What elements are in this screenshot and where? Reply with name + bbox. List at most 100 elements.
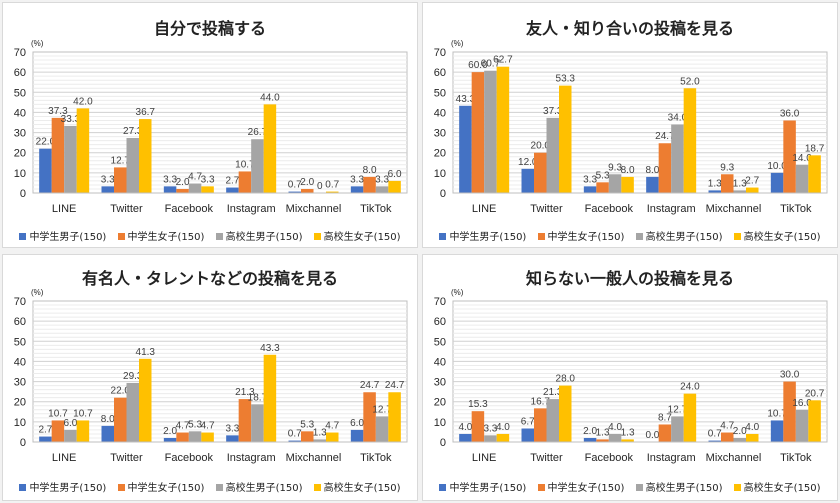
data-label: 3.3 [163, 174, 177, 185]
legend-item: 中学生女子(150) [537, 479, 625, 494]
data-label: 2.7 [745, 176, 759, 187]
legend-item: 中学生男子(150) [19, 479, 106, 494]
bar [101, 425, 114, 442]
bar [683, 88, 697, 193]
y-tick-label: 20 [434, 148, 446, 160]
bar [596, 439, 609, 442]
legend-label: 中学生女子(150) [547, 483, 625, 494]
legend-swatch [313, 233, 321, 240]
data-label: 36.0 [780, 108, 800, 119]
bar [188, 431, 202, 442]
chart-panel-celebrity-posts: 有名人・タレントなどの投稿を見る 0 10 20 30 40 50 60 70 (%) 2.7 10… [2, 254, 418, 501]
y-tick-label: 40 [434, 107, 446, 119]
bar [263, 354, 277, 442]
chart-legend: 中学生男子(150) 中学生女子(150) 高校生男子(150) 高校生女子(1… [423, 479, 837, 494]
bar [534, 408, 547, 442]
y-tick-label: 70 [434, 296, 446, 308]
bar [621, 439, 634, 442]
data-label: 22.0 [36, 137, 56, 148]
legend-label: 中学生男子(150) [449, 232, 527, 243]
chart-panel-self-post: 自分で投稿する 0 10 20 30 40 50 60 70 (%) 22.0 37.3 33.3 42… [2, 2, 418, 248]
bar [459, 433, 472, 442]
data-label: 0.0 [645, 430, 659, 441]
data-label: 10.7 [48, 408, 68, 419]
data-label: 1.3 [596, 427, 610, 438]
bar [783, 120, 796, 193]
data-label: 4.7 [201, 421, 215, 432]
data-label: 27.3 [123, 126, 143, 137]
plot-area [32, 51, 408, 194]
data-label: 37.3 [48, 106, 68, 117]
data-label: 2.0 [300, 177, 314, 188]
legend-item: 高校生男子(150) [635, 479, 722, 494]
bar [51, 117, 65, 193]
x-tick-label: Twitter [530, 203, 563, 215]
data-label: 18.7 [248, 392, 268, 403]
data-label: 1.3 [708, 178, 722, 189]
data-label: 20.0 [531, 141, 551, 152]
x-tick-label: TikTok [780, 203, 812, 215]
chart-title: 知らない一般人の投稿を見る [525, 269, 734, 288]
bar [388, 180, 401, 193]
y-tick-label: 40 [434, 356, 446, 368]
y-tick-label: 60 [434, 67, 446, 79]
legend-item: 中学生男子(150) [439, 228, 526, 243]
data-label: 6.0 [350, 418, 364, 429]
legend-label: 高校生女子(150) [323, 483, 401, 494]
bar [808, 155, 821, 193]
bar [39, 148, 52, 193]
plot-area [452, 300, 828, 443]
bar [534, 152, 547, 193]
legend-label: 中学生男子(150) [29, 232, 107, 243]
y-tick-label: 10 [434, 417, 446, 429]
data-label: 2.0 [733, 426, 747, 437]
x-tick-label: Mixchannel [286, 452, 342, 464]
data-label: 18.7 [805, 143, 825, 154]
bar [596, 182, 609, 193]
legend-swatch [215, 233, 223, 240]
x-tick-label: TikTok [360, 203, 392, 215]
bar [546, 117, 559, 193]
bar [733, 190, 746, 193]
bar [658, 424, 672, 442]
data-label: 36.7 [136, 107, 156, 118]
y-tick-label: 50 [14, 87, 26, 99]
data-label: 3.3 [201, 174, 215, 185]
bar [176, 188, 189, 193]
data-label: 24.7 [360, 380, 380, 391]
bar [363, 176, 376, 193]
x-tick-label: Facebook [585, 452, 634, 464]
data-label: 21.3 [543, 387, 563, 398]
y-tick-label: 0 [440, 188, 446, 200]
data-label: 26.7 [248, 127, 268, 138]
bar [163, 186, 177, 193]
data-label: 12.0 [518, 157, 538, 168]
legend-label: 中学生女子(150) [547, 232, 625, 243]
legend-swatch [19, 484, 27, 491]
legend-swatch [733, 484, 741, 491]
data-label: 43.3 [260, 343, 280, 354]
data-label: 60.0 [468, 60, 488, 71]
legend-label: 中学生男子(150) [29, 483, 107, 494]
data-label: 0.7 [288, 429, 302, 440]
data-label: 5.3 [300, 419, 314, 430]
data-label: 1.3 [621, 427, 635, 438]
bar [288, 191, 301, 193]
bar [201, 432, 214, 442]
data-label: 3.3 [225, 423, 239, 434]
chart-title: 自分で投稿する [153, 19, 266, 38]
y-tick-label: 30 [14, 377, 26, 389]
bar [608, 174, 622, 193]
x-tick-label: Mixchannel [706, 452, 762, 464]
x-tick-label: Instagram [227, 452, 276, 464]
legend-swatch [439, 233, 447, 240]
bar [51, 420, 65, 442]
data-label: 4.0 [745, 422, 759, 433]
chart-plot: 010203040506070(%)4.015.33.34.0LINE6.716… [434, 288, 828, 464]
bar [583, 437, 597, 442]
plot-area [452, 51, 828, 194]
legend-item: 高校生女子(150) [733, 228, 821, 243]
x-tick-label: Instagram [647, 452, 696, 464]
legend-item: 中学生女子(150) [117, 479, 204, 494]
legend-swatch [537, 233, 545, 240]
